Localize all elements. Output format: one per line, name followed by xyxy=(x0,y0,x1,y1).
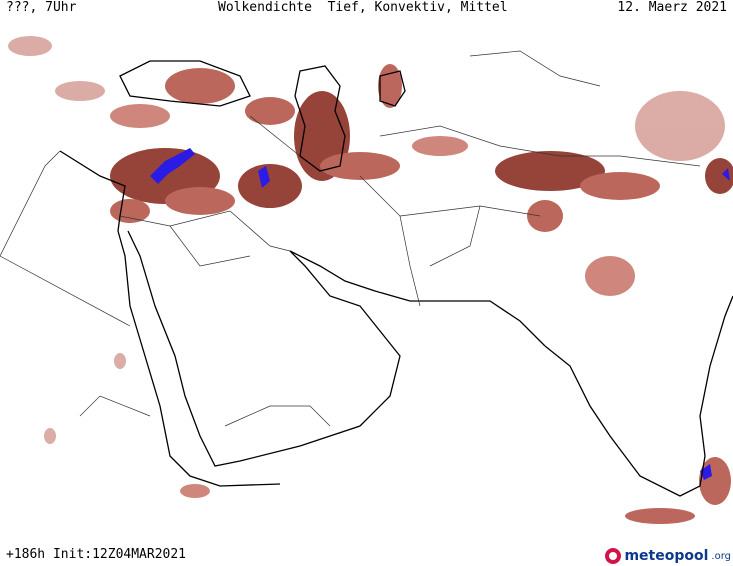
meteopool-logo[interactable]: meteopool .org xyxy=(605,548,731,564)
logo-icon xyxy=(605,548,622,564)
forecast-time-label: ???, 7Uhr xyxy=(6,0,77,15)
convective-layer xyxy=(150,148,730,480)
model-run-info: +186h Init:12Z04MAR2021 xyxy=(6,547,187,562)
weather-map xyxy=(0,36,733,524)
map-title: Wolkendichte Tief, Konvektiv, Mittel xyxy=(218,0,508,15)
logo-suffix: .org xyxy=(711,550,731,562)
logo-text: meteopool xyxy=(624,548,709,564)
cloud-layer xyxy=(8,36,733,524)
borders xyxy=(0,50,701,427)
forecast-date: 12. Maerz 2021 xyxy=(617,0,727,15)
coastlines xyxy=(59,60,733,497)
